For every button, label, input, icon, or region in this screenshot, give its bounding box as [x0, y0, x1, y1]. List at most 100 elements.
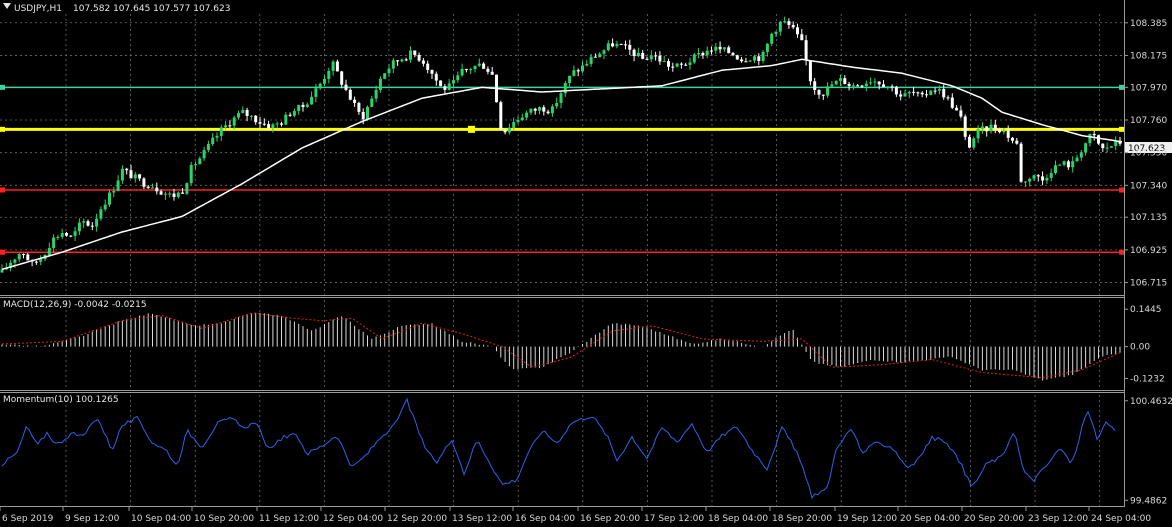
candle-body	[576, 70, 580, 72]
candle-body	[946, 97, 950, 99]
candle-body	[710, 50, 713, 52]
candle-body	[473, 65, 477, 70]
candle-body	[34, 261, 38, 263]
candle-body	[765, 43, 769, 52]
candle-body	[538, 107, 541, 111]
time-tick-label: 9 Sep 12:00	[65, 514, 120, 524]
candle-body	[589, 56, 593, 64]
candle-body	[959, 110, 963, 117]
green-level-handle[interactable]	[1119, 84, 1124, 90]
candle-body	[254, 115, 258, 123]
candle-body	[138, 174, 142, 179]
candle-body	[60, 232, 64, 237]
candle-body	[185, 183, 189, 194]
candle-body	[873, 81, 877, 83]
candle-body	[443, 86, 447, 90]
candle-body	[486, 68, 490, 72]
candle-body	[980, 126, 984, 129]
candle-body	[972, 138, 976, 148]
candle-body	[383, 73, 387, 79]
macd-pane[interactable]: MACD(12,26,9) -0.0042 -0.0215 0.1445 0.00…	[1, 300, 1165, 384]
candle-body	[1045, 177, 1049, 181]
candle-body	[619, 43, 623, 45]
candle-body	[869, 82, 873, 84]
time-tick-label: 10 Sep 20:00	[194, 514, 254, 524]
candle-body	[976, 128, 980, 139]
candle-body	[176, 192, 180, 197]
candle-body	[456, 75, 460, 81]
candle-body	[245, 110, 249, 117]
candle-body	[602, 50, 606, 54]
candle-body	[851, 85, 855, 87]
candle-body	[714, 46, 718, 51]
red-level-upper-handle[interactable]	[0, 187, 5, 193]
candle-body	[744, 61, 748, 63]
candle-body	[348, 89, 352, 100]
candle-body	[529, 108, 533, 113]
candle-body	[847, 83, 851, 86]
candle-body	[753, 56, 756, 61]
candle-body	[69, 235, 73, 237]
candle-body	[1023, 181, 1027, 183]
time-tick-label: 16 Sep 20:00	[580, 514, 640, 524]
candle-body	[353, 99, 357, 103]
price-pane[interactable]: 107.623 USDJPY,H1 107.582 107.645 107.57…	[0, 3, 1172, 289]
ohlc-values: 107.582 107.645 107.577 107.623	[73, 4, 230, 14]
candle-body	[1015, 140, 1019, 144]
candle-body	[585, 63, 589, 66]
candle-body	[1092, 133, 1096, 136]
candle-body	[82, 221, 86, 223]
candle-body	[748, 60, 752, 62]
candle-body	[1036, 175, 1040, 177]
candle-body	[460, 68, 464, 76]
candle-body	[366, 106, 369, 120]
candle-body	[606, 43, 610, 51]
candle-body	[899, 94, 903, 97]
time-axis: 6 Sep 2019 9 Sep 12:00 10 Sep 04:00 10 Sep …	[0, 507, 1151, 524]
candle-body	[705, 50, 709, 56]
candle-body	[1105, 147, 1109, 149]
candle-body	[718, 46, 722, 50]
red-level-upper-handle[interactable]	[1119, 187, 1124, 193]
candle-body	[249, 115, 253, 117]
candle-body	[1019, 143, 1023, 182]
red-level-lower-handle[interactable]	[1119, 249, 1124, 255]
candle-body	[963, 116, 967, 137]
candle-body	[409, 50, 412, 60]
candle-body	[821, 94, 825, 96]
symbol-triangle-icon	[3, 3, 11, 9]
yellow-level-handle[interactable]	[0, 126, 5, 132]
candle-body	[1062, 161, 1066, 165]
candle-body	[520, 117, 524, 120]
candle-body	[890, 86, 894, 88]
green-level-handle[interactable]	[0, 84, 5, 90]
yellow-level-handle[interactable]	[1119, 126, 1124, 132]
candle-body	[808, 60, 812, 82]
red-level-lower-handle[interactable]	[0, 249, 5, 255]
yellow-level-midpoint-handle[interactable]	[468, 125, 475, 133]
candle-body	[194, 164, 197, 166]
price-tick-label: 108.385	[1130, 19, 1167, 29]
time-tick-label: 23 Sep 12:00	[1028, 514, 1088, 524]
price-tick-label: 107.760	[1130, 116, 1167, 126]
momentum-tick-label: 99.4862	[1130, 496, 1167, 506]
candle-body	[1071, 161, 1075, 168]
candle-body	[856, 85, 860, 87]
candle-body	[813, 81, 817, 90]
candle-body	[593, 56, 597, 58]
candle-body	[701, 53, 705, 56]
time-tick-label: 6 Sep 2019	[2, 514, 54, 524]
candle-body	[464, 68, 468, 70]
candle-body	[17, 254, 21, 260]
momentum-tick-label: 100.4632	[1130, 397, 1172, 407]
candle-body	[1011, 137, 1014, 141]
candle-body	[335, 61, 339, 72]
candle-body	[568, 75, 572, 83]
candle-body	[215, 135, 219, 138]
price-tick-label: 106.925	[1130, 246, 1167, 256]
candle-body	[297, 104, 301, 112]
time-tick-label: 19 Sep 12:00	[837, 514, 897, 524]
candle-body	[1028, 178, 1032, 182]
candle-body	[344, 84, 348, 90]
